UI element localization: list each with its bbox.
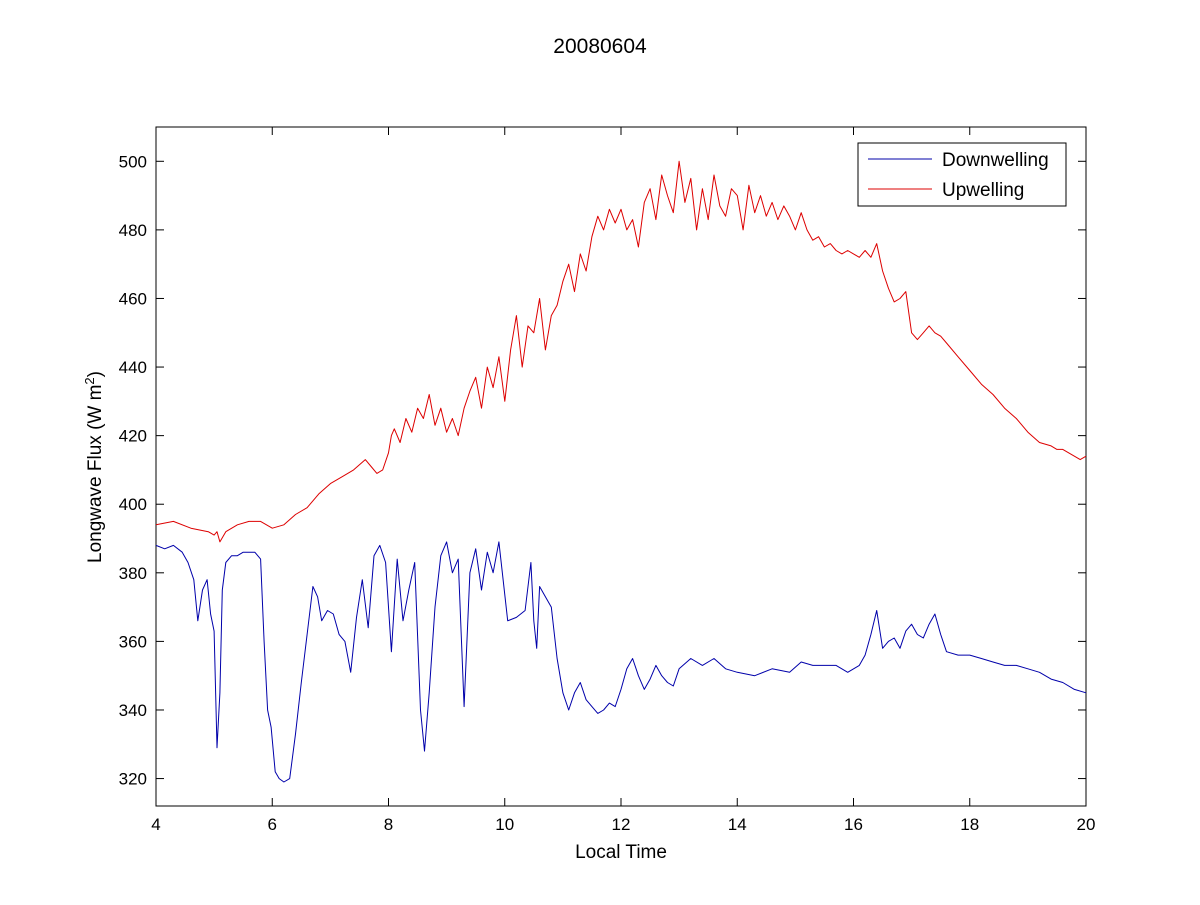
series-line-downwelling: [155, 541, 1087, 783]
y-tick-label: 360: [119, 632, 147, 651]
legend-box: [857, 142, 1067, 207]
x-tick-label: 4: [151, 815, 160, 834]
y-tick-label: 420: [119, 427, 147, 446]
y-tick-label: 460: [119, 289, 147, 308]
chart-title: 20080604: [553, 35, 647, 58]
x-tick-label: 6: [268, 815, 277, 834]
y-axis-label-main: Longwave Flux (W m: [85, 385, 106, 563]
x-tick-label: 10: [495, 815, 514, 834]
y-axis-label: Longwave Flux (W m2): [82, 371, 107, 563]
tick-layer: 4 6 8 10 12 14 16 18 20 320 340 360 380 400 420 440 460 4…: [119, 127, 1096, 834]
y-tick-label: 340: [119, 701, 147, 720]
x-tick-label: 18: [960, 815, 979, 834]
plot-frame: [155, 126, 1087, 807]
series-layer: [155, 160, 1087, 783]
y-axis-label-superscript: 2: [82, 377, 97, 384]
y-tick-label: 480: [119, 221, 147, 240]
y-axis-label-close: ): [85, 371, 106, 377]
y-tick-label: 380: [119, 564, 147, 583]
y-tick-label: 400: [119, 495, 147, 514]
x-tick-label: 16: [844, 815, 863, 834]
legend-label-upwelling: Upwelling: [942, 180, 1024, 201]
x-tick-label: 20: [1077, 815, 1096, 834]
y-tick-label: 440: [119, 358, 147, 377]
legend-label-downwelling: Downwelling: [942, 150, 1049, 171]
plot-area: 4 6 8 10 12 14 16 18 20 320 340 360 380 400 420 440 460 4…: [119, 126, 1096, 834]
x-axis-label: Local Time: [575, 842, 667, 863]
y-tick-label: 320: [119, 770, 147, 789]
x-tick-label: 14: [728, 815, 747, 834]
x-tick-label: 12: [612, 815, 631, 834]
y-tick-label: 500: [119, 152, 147, 171]
series-line-upwelling: [155, 160, 1087, 543]
x-tick-label: 8: [384, 815, 393, 834]
legend: Downwelling Upwelling: [857, 142, 1067, 207]
